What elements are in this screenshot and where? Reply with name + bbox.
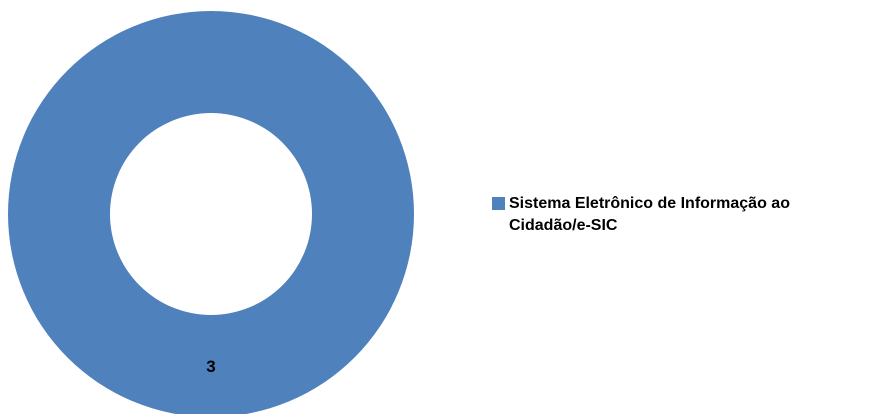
legend-swatch: [492, 197, 505, 210]
slice-data-label: 3: [206, 357, 215, 376]
chart-legend: Sistema Eletrônico de Informação ao Cida…: [492, 193, 872, 237]
donut-slices: [8, 11, 414, 414]
donut-data-labels: 3: [206, 357, 215, 376]
legend-entry-label: Sistema Eletrônico de Informação ao Cida…: [509, 195, 790, 234]
donut-slice: [8, 11, 414, 414]
